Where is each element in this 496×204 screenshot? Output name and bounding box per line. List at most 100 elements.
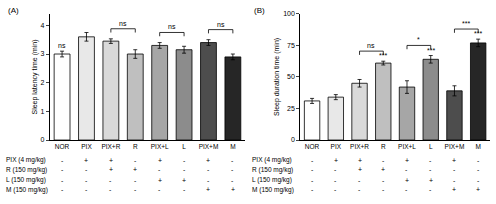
svg-text:3: 3 — [41, 50, 45, 57]
svg-text:-: - — [453, 177, 456, 184]
svg-text:-: - — [61, 166, 64, 173]
svg-text:-: - — [61, 186, 64, 193]
svg-text:-: - — [453, 166, 456, 173]
svg-text:-: - — [358, 186, 361, 193]
svg-text:+: + — [206, 186, 210, 193]
svg-text:M (150 mg/kg): M (150 mg/kg) — [252, 186, 294, 194]
svg-text:-: - — [334, 177, 337, 184]
svg-text:Sleep latency time (min): Sleep latency time (min) — [31, 39, 39, 114]
svg-text:-: - — [231, 166, 234, 173]
svg-text:-: - — [334, 166, 337, 173]
svg-text:+: + — [109, 166, 113, 173]
svg-text:R (150 mg/kg): R (150 mg/kg) — [252, 166, 293, 174]
svg-text:-: - — [429, 157, 432, 164]
svg-text:-: - — [334, 186, 337, 193]
svg-text:-: - — [382, 157, 385, 164]
svg-text:R: R — [381, 143, 386, 150]
svg-text:-: - — [207, 177, 210, 184]
svg-text:0: 0 — [41, 136, 45, 143]
svg-text:ns: ns — [367, 42, 375, 49]
svg-text:0: 0 — [291, 136, 295, 143]
svg-text:PIX+M: PIX+M — [199, 143, 219, 150]
svg-text:75: 75 — [287, 42, 295, 49]
svg-text:+: + — [84, 157, 88, 164]
svg-text:+: + — [452, 186, 456, 193]
svg-text:L (150 mg/kg): L (150 mg/kg) — [252, 176, 292, 184]
svg-text:PIX: PIX — [331, 143, 342, 150]
svg-text:***: *** — [379, 52, 387, 59]
svg-text:4: 4 — [41, 22, 45, 29]
svg-text:ns: ns — [119, 20, 127, 27]
svg-text:-: - — [134, 186, 137, 193]
svg-text:+: + — [231, 186, 235, 193]
svg-text:PIX+L: PIX+L — [398, 143, 416, 150]
svg-text:-: - — [405, 186, 408, 193]
svg-text:PIX (4 mg/kg): PIX (4 mg/kg) — [6, 156, 46, 164]
svg-text:-: - — [231, 177, 234, 184]
svg-text:-: - — [311, 157, 314, 164]
svg-text:***: *** — [462, 20, 470, 27]
svg-text:2: 2 — [41, 79, 45, 86]
svg-text:+: + — [133, 166, 137, 173]
svg-text:-: - — [477, 166, 480, 173]
svg-text:50: 50 — [287, 73, 295, 80]
svg-text:1: 1 — [41, 108, 45, 115]
svg-text:PIX: PIX — [81, 143, 92, 150]
svg-text:***: *** — [474, 30, 482, 37]
svg-text:-: - — [358, 177, 361, 184]
svg-text:+: + — [381, 166, 385, 173]
svg-text:-: - — [134, 157, 137, 164]
svg-text:PIX (4 mg/kg): PIX (4 mg/kg) — [252, 156, 292, 164]
svg-text:-: - — [85, 166, 88, 173]
svg-text:R: R — [133, 143, 138, 150]
svg-text:M: M — [230, 143, 235, 150]
svg-text:-: - — [183, 186, 186, 193]
svg-text:L: L — [182, 143, 186, 150]
svg-text:-: - — [109, 177, 112, 184]
svg-text:-: - — [207, 166, 210, 173]
svg-text:PIX+R: PIX+R — [350, 143, 369, 150]
svg-text:ns: ns — [168, 23, 176, 30]
svg-text:+: + — [358, 157, 362, 164]
svg-text:-: - — [429, 166, 432, 173]
svg-text:+: + — [206, 157, 210, 164]
svg-text:-: - — [311, 186, 314, 193]
svg-text:+: + — [429, 177, 433, 184]
svg-text:-: - — [183, 166, 186, 173]
svg-text:R (150 mg/kg): R (150 mg/kg) — [6, 166, 47, 174]
svg-text:100: 100 — [283, 10, 295, 17]
svg-text:+: + — [405, 177, 409, 184]
svg-text:Sleep duration time (min): Sleep duration time (min) — [273, 38, 281, 116]
svg-text:M: M — [475, 143, 480, 150]
svg-text:-: - — [311, 177, 314, 184]
svg-text:-: - — [429, 186, 432, 193]
svg-text:-: - — [85, 186, 88, 193]
svg-text:+: + — [334, 157, 338, 164]
svg-text:+: + — [109, 157, 113, 164]
svg-text:+: + — [452, 157, 456, 164]
svg-text:-: - — [158, 186, 161, 193]
svg-text:-: - — [382, 177, 385, 184]
svg-text:+: + — [158, 177, 162, 184]
svg-text:*: * — [417, 36, 420, 43]
svg-text:-: - — [85, 177, 88, 184]
svg-text:PIX+L: PIX+L — [151, 143, 169, 150]
svg-text:+: + — [182, 177, 186, 184]
svg-text:-: - — [61, 177, 64, 184]
svg-text:PIX+M: PIX+M — [445, 143, 465, 150]
svg-text:+: + — [405, 157, 409, 164]
svg-text:25: 25 — [287, 105, 295, 112]
svg-text:-: - — [183, 157, 186, 164]
svg-text:-: - — [311, 166, 314, 173]
svg-text:ns: ns — [217, 21, 225, 28]
svg-text:-: - — [405, 166, 408, 173]
svg-text:-: - — [382, 186, 385, 193]
svg-text:+: + — [358, 166, 362, 173]
svg-text:-: - — [109, 186, 112, 193]
svg-text:-: - — [231, 157, 234, 164]
svg-text:NOR: NOR — [305, 143, 320, 150]
svg-text:(A): (A) — [8, 6, 19, 15]
svg-text:M (150 mg/kg): M (150 mg/kg) — [6, 186, 48, 194]
svg-text:NOR: NOR — [55, 143, 70, 150]
svg-text:L: L — [429, 143, 433, 150]
